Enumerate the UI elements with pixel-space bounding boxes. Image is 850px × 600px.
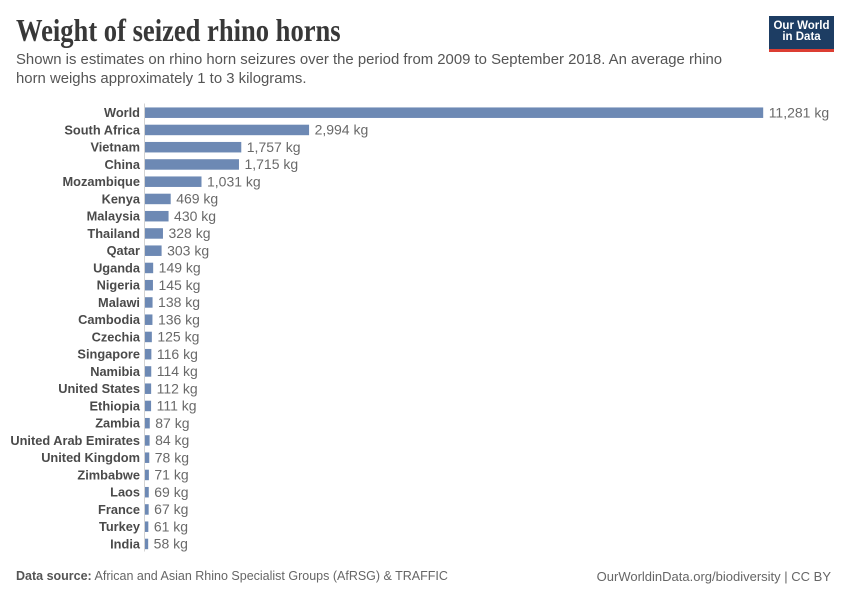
svg-text:Cambodia: Cambodia (78, 312, 141, 327)
svg-text:Nigeria: Nigeria (97, 278, 141, 293)
svg-text:Mozambique: Mozambique (63, 174, 141, 189)
svg-text:Czechia: Czechia (92, 329, 141, 344)
svg-text:United Kingdom: United Kingdom (41, 450, 140, 465)
svg-text:Turkey: Turkey (99, 519, 141, 534)
svg-text:Malawi: Malawi (98, 295, 140, 310)
svg-text:Qatar: Qatar (107, 243, 140, 258)
svg-text:61 kg: 61 kg (154, 518, 188, 534)
svg-text:Uganda: Uganda (93, 260, 141, 275)
svg-text:Vietnam: Vietnam (90, 140, 140, 155)
svg-text:69 kg: 69 kg (154, 484, 188, 500)
svg-text:Zimbabwe: Zimbabwe (77, 467, 140, 482)
svg-text:France: France (98, 502, 140, 517)
svg-text:Singapore: Singapore (77, 347, 140, 362)
svg-text:112 kg: 112 kg (157, 380, 198, 396)
svg-text:58 kg: 58 kg (154, 536, 188, 552)
svg-text:1,715 kg: 1,715 kg (244, 156, 298, 172)
svg-text:Ethiopia: Ethiopia (90, 398, 141, 413)
svg-text:United States: United States (58, 381, 140, 396)
svg-text:328 kg: 328 kg (168, 225, 210, 241)
svg-text:116 kg: 116 kg (157, 346, 198, 362)
svg-text:149 kg: 149 kg (159, 260, 201, 276)
svg-text:145 kg: 145 kg (158, 277, 200, 293)
svg-text:114 kg: 114 kg (157, 363, 198, 379)
svg-text:United Arab Emirates: United Arab Emirates (10, 433, 140, 448)
svg-text:1,031 kg: 1,031 kg (207, 173, 261, 189)
svg-text:303 kg: 303 kg (167, 242, 209, 258)
svg-text:11,281 kg: 11,281 kg (769, 104, 829, 120)
svg-text:Thailand: Thailand (87, 226, 140, 241)
svg-text:87 kg: 87 kg (155, 415, 189, 431)
svg-text:67 kg: 67 kg (154, 501, 188, 517)
svg-text:430 kg: 430 kg (174, 208, 216, 224)
svg-text:China: China (104, 157, 140, 172)
svg-text:India: India (110, 536, 141, 551)
svg-text:Namibia: Namibia (90, 364, 141, 379)
svg-text:World: World (104, 105, 140, 120)
svg-text:111 kg: 111 kg (157, 398, 197, 414)
svg-text:125 kg: 125 kg (157, 329, 199, 345)
svg-text:136 kg: 136 kg (158, 311, 200, 327)
svg-text:2,994 kg: 2,994 kg (315, 122, 369, 138)
svg-text:Malaysia: Malaysia (87, 209, 141, 224)
svg-text:78 kg: 78 kg (155, 449, 189, 465)
svg-text:Zambia: Zambia (95, 416, 141, 431)
svg-text:138 kg: 138 kg (158, 294, 200, 310)
svg-text:1,757 kg: 1,757 kg (247, 139, 301, 155)
svg-text:Kenya: Kenya (102, 191, 141, 206)
svg-text:Laos: Laos (110, 485, 140, 500)
svg-text:South Africa: South Africa (64, 122, 140, 137)
svg-text:84 kg: 84 kg (155, 432, 189, 448)
svg-text:469 kg: 469 kg (176, 191, 218, 207)
svg-text:71 kg: 71 kg (154, 467, 188, 483)
